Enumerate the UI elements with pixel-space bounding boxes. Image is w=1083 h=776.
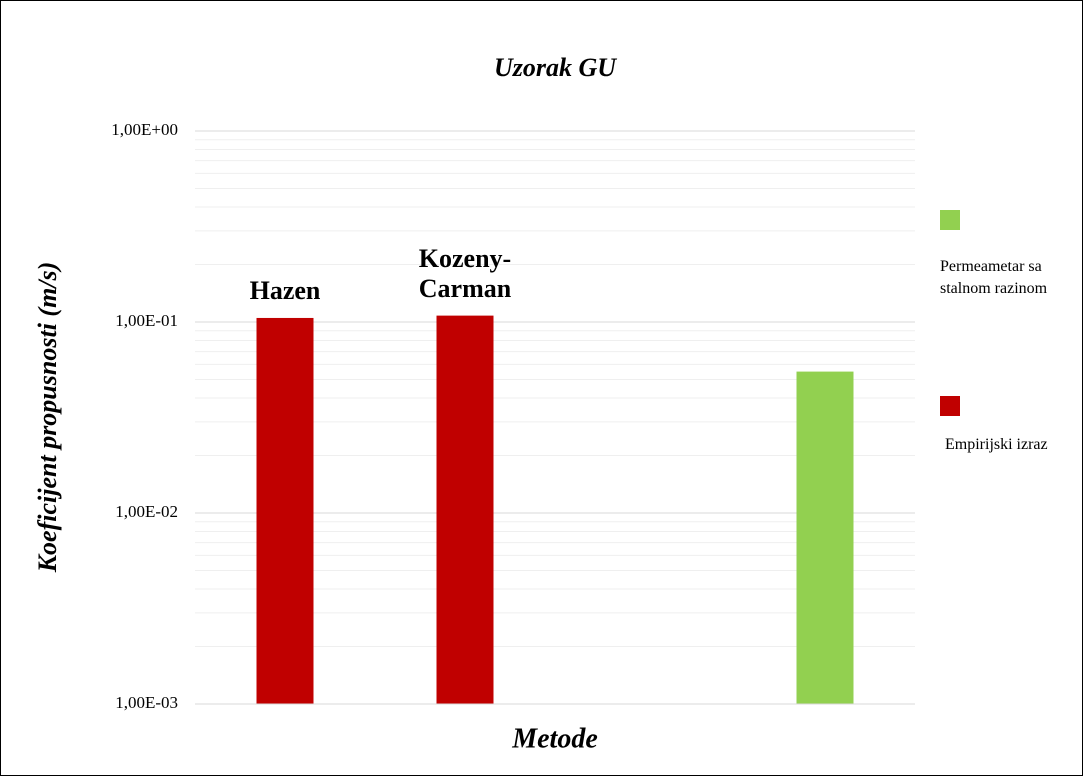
y-tick-label: 1,00E-03 — [115, 693, 178, 712]
category-label: Hazen — [249, 275, 321, 305]
legend-label: Permeametar sa stalnom razinom — [940, 258, 1048, 297]
chart-title: Uzorak GU — [494, 53, 617, 82]
y-tick-label: 1,00E-01 — [115, 311, 178, 330]
x-axis-label: Metode — [511, 723, 598, 754]
y-axis-label: Koeficijent propusnosti (m/s) — [33, 262, 62, 574]
bar — [256, 317, 314, 704]
y-tick-label: 1,00E-02 — [115, 502, 178, 521]
category-label: Kozeny-Carman — [418, 243, 512, 303]
bar — [436, 315, 494, 704]
y-tick-label: 1,00E+00 — [111, 120, 178, 139]
bar — [796, 371, 854, 704]
legend-swatch — [940, 210, 960, 230]
legend-label: Empirijski izraz — [945, 436, 1048, 453]
legend-swatch — [940, 396, 960, 416]
